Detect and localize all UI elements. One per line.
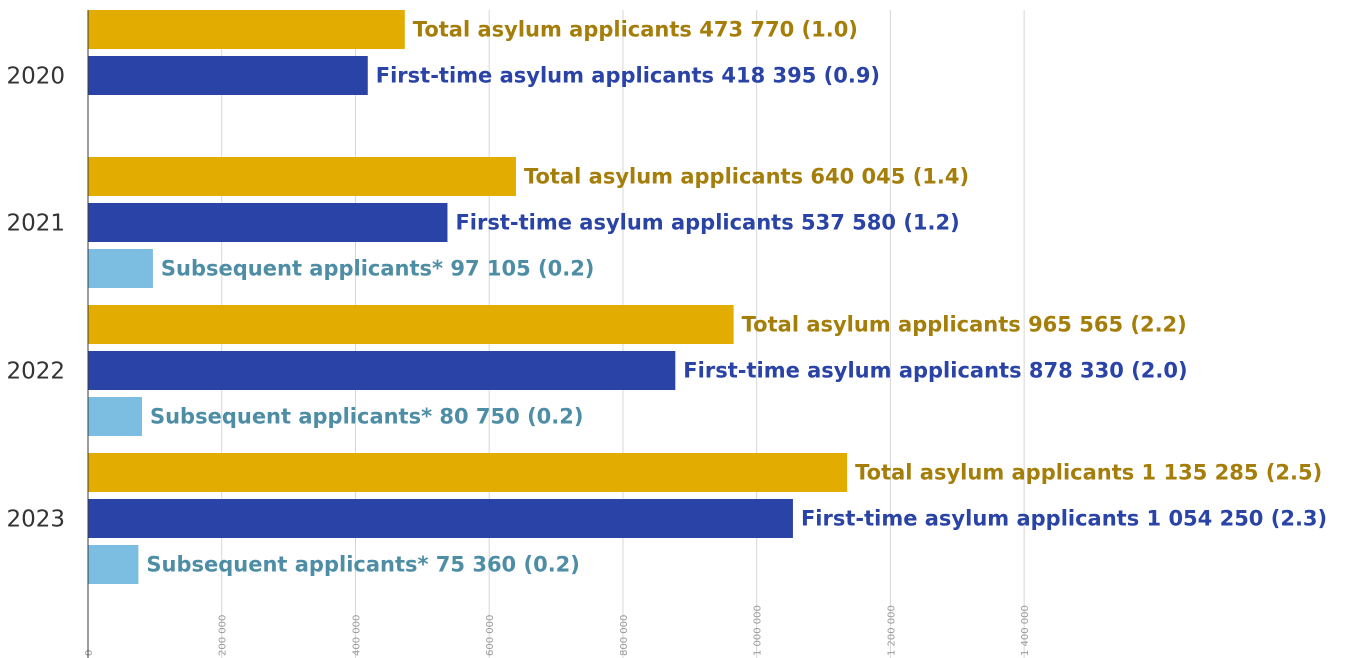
- data-label-first-time: First-time asylum applicants 1 054 250 (…: [801, 507, 1327, 531]
- data-label-first-time: First-time asylum applicants 878 330 (2.…: [683, 359, 1187, 383]
- bars: [88, 10, 848, 584]
- year-label: 2023: [6, 507, 65, 533]
- bar-subsequent: [88, 397, 142, 436]
- bar-total: [88, 305, 734, 344]
- year-label: 2021: [6, 211, 65, 237]
- data-label-total: Total asylum applicants 640 045 (1.4): [524, 165, 969, 189]
- bar-first-time: [88, 203, 448, 242]
- x-tick-label: 1 000 000: [753, 605, 764, 656]
- bar-total: [88, 453, 848, 492]
- bar-subsequent: [88, 545, 139, 584]
- year-labels: 2020 2021 2022 2023: [6, 64, 65, 533]
- data-label-subsequent: Subsequent applicants* 80 750 (0.2): [150, 405, 583, 429]
- data-label-subsequent: Subsequent applicants* 97 105 (0.2): [161, 257, 594, 281]
- data-label-first-time: First-time asylum applicants 537 580 (1.…: [455, 211, 959, 235]
- bar-first-time: [88, 499, 793, 538]
- bar-total: [88, 10, 405, 49]
- data-label-first-time: First-time asylum applicants 418 395 (0.…: [376, 64, 880, 88]
- bar-first-time: [88, 56, 368, 95]
- year-label: 2022: [6, 359, 65, 385]
- bar-labels: Total asylum applicants 473 770 (1.0) Fir…: [146, 18, 1327, 577]
- x-tick-label: 1 400 000: [1020, 605, 1031, 656]
- x-tick-labels: 0 200 000 400 000 600 000 800 000 1 000 000 1 …: [84, 605, 1031, 656]
- year-label: 2020: [6, 64, 65, 90]
- data-label-total: Total asylum applicants 1 135 285 (2.5): [855, 461, 1322, 485]
- data-label-subsequent: Subsequent applicants* 75 360 (0.2): [146, 553, 579, 577]
- bar-first-time: [88, 351, 676, 390]
- data-label-total: Total asylum applicants 473 770 (1.0): [413, 18, 858, 42]
- x-tick-label: 0: [84, 650, 95, 656]
- bar-subsequent: [88, 249, 153, 288]
- bar-total: [88, 157, 516, 196]
- x-tick-label: 400 000: [351, 615, 362, 656]
- data-label-total: Total asylum applicants 965 565 (2.2): [742, 313, 1187, 337]
- x-tick-label: 800 000: [619, 615, 630, 656]
- x-tick-label: 600 000: [485, 615, 496, 656]
- x-tick-label: 200 000: [218, 615, 229, 656]
- x-tick-label: 1 200 000: [886, 605, 897, 656]
